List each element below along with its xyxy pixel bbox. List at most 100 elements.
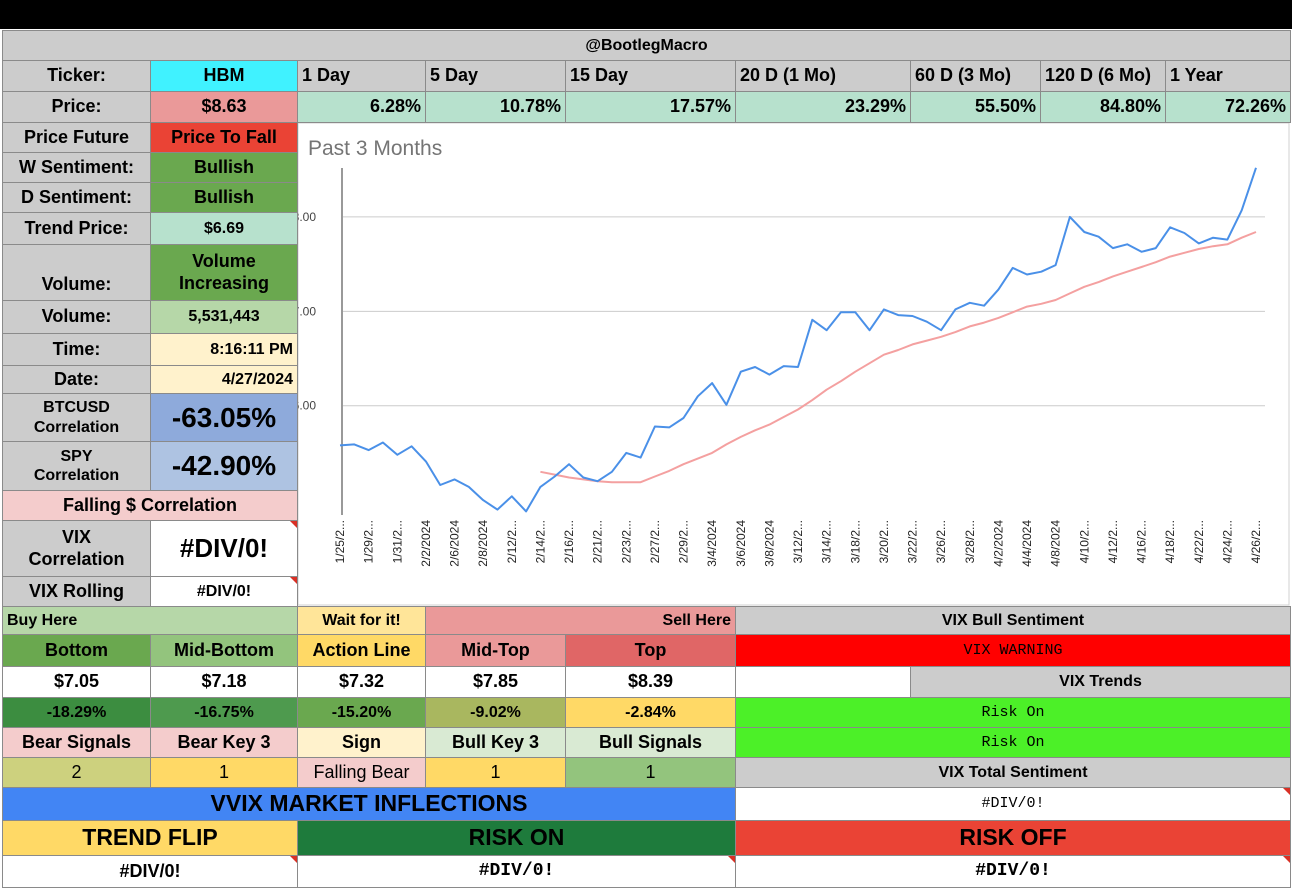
- label-cell: W Sentiment:: [2, 152, 151, 183]
- period-label: 20 D (1 Mo): [735, 60, 911, 92]
- x-tick-label: 2/16/2...: [562, 520, 576, 563]
- label-cell: D Sentiment:: [2, 182, 151, 213]
- x-tick-label: 4/22/2...: [1192, 520, 1206, 563]
- value-cell: Bullish: [150, 182, 298, 213]
- x-tick-label: 4/12/2...: [1106, 520, 1120, 563]
- period-label: 120 D (6 Mo): [1040, 60, 1166, 92]
- x-tick-label: 3/18/2...: [848, 520, 862, 563]
- value-cell: Bullish: [150, 152, 298, 183]
- x-tick-label: 4/18/2...: [1163, 520, 1177, 563]
- period-change: 84.80%: [1040, 91, 1166, 123]
- value-cell: Volume Increasing: [150, 244, 298, 301]
- x-tick-label: 3/4/2024: [705, 520, 719, 567]
- x-tick-label: 4/2/2024: [991, 520, 1005, 567]
- x-tick-label: 4/26/2...: [1249, 520, 1263, 563]
- value-cell: $8.63: [150, 91, 298, 123]
- vix-title: VIX Trends: [910, 666, 1291, 698]
- x-tick-label: 1/25/2...: [333, 520, 347, 563]
- inflections-title: VVIX MARKET INFLECTIONS: [2, 787, 736, 821]
- vix-title: VIX Total Sentiment: [735, 757, 1291, 788]
- level-name: Mid-Bottom: [150, 634, 298, 667]
- x-tick-label: 2/8/2024: [476, 520, 490, 567]
- vix-trend: Risk On: [735, 727, 1291, 758]
- label-cell: VIX Rolling: [2, 576, 151, 607]
- x-tick-label: 3/14/2...: [820, 520, 834, 563]
- x-tick-label: 3/26/2...: [934, 520, 948, 563]
- value-cell: -63.05%: [150, 393, 298, 442]
- x-tick-label: 2/29/2...: [677, 520, 691, 563]
- signal-value: 1: [565, 757, 736, 788]
- period-label: 1 Day: [297, 60, 426, 92]
- line-series: [339, 167, 1257, 513]
- period-change: 10.78%: [425, 91, 566, 123]
- zone-label: Buy Here: [2, 606, 298, 635]
- inflection-value: #DIV/0!: [735, 855, 1291, 888]
- level-change: -9.02%: [425, 697, 566, 728]
- x-tick-label: 1/31/2...: [390, 520, 404, 563]
- vix-warning: VIX WARNING: [735, 634, 1291, 667]
- level-price: $7.32: [297, 666, 426, 698]
- value-cell: 4/27/2024: [150, 365, 298, 394]
- value-cell: $6.69: [150, 212, 298, 245]
- label-cell: Falling $ Correlation: [2, 490, 298, 521]
- signal-value: 2: [2, 757, 151, 788]
- period-label: 1 Year: [1165, 60, 1291, 92]
- value-cell: #DIV/0!: [150, 520, 298, 577]
- signal-name: Bull Signals: [565, 727, 736, 758]
- inflection-header: TREND FLIP: [2, 820, 298, 856]
- x-tick-label: 3/12/2...: [791, 520, 805, 563]
- level-price: $7.05: [2, 666, 151, 698]
- signal-name: Sign: [297, 727, 426, 758]
- value-cell: 5,531,443: [150, 300, 298, 334]
- label-cell: Date:: [2, 365, 151, 394]
- inflection-value: #DIV/0!: [2, 855, 298, 888]
- x-tick-label: 3/20/2...: [877, 520, 891, 563]
- label-cell: VIX Correlation: [2, 520, 151, 577]
- x-tick-label: 1/29/2...: [362, 520, 376, 563]
- signal-value: 1: [150, 757, 298, 788]
- value-cell: 8:16:11 PM: [150, 333, 298, 366]
- period-change: 17.57%: [565, 91, 736, 123]
- level-price: $8.39: [565, 666, 736, 698]
- label-cell: Trend Price:: [2, 212, 151, 245]
- label-cell: Time:: [2, 333, 151, 366]
- value-cell: Price To Fall: [150, 122, 298, 153]
- zone-label: Wait for it!: [297, 606, 426, 635]
- x-tick-label: 2/12/2...: [505, 520, 519, 563]
- zone-label: Sell Here: [425, 606, 736, 635]
- chart-frame: [297, 122, 1290, 606]
- period-change: 55.50%: [910, 91, 1041, 123]
- vix-trend: Risk On: [735, 697, 1291, 728]
- empty-cell: [735, 666, 911, 698]
- x-tick-label: 3/28/2...: [963, 520, 977, 563]
- x-tick-label: 3/22/2...: [906, 520, 920, 563]
- x-tick-label: 2/14/2...: [533, 520, 547, 563]
- inflection-value: #DIV/0!: [297, 855, 736, 888]
- signal-name: Bear Signals: [2, 727, 151, 758]
- level-name: Top: [565, 634, 736, 667]
- vix-title: VIX Bull Sentiment: [735, 606, 1291, 635]
- level-name: Bottom: [2, 634, 151, 667]
- level-name: Mid-Top: [425, 634, 566, 667]
- x-tick-label: 2/27/2...: [648, 520, 662, 563]
- label-cell: Ticker:: [2, 60, 151, 92]
- level-name: Action Line: [297, 634, 426, 667]
- sheet-title: @BootlegMacro: [2, 30, 1291, 61]
- y-tick-label: $8.00: [297, 210, 316, 224]
- x-tick-label: 2/6/2024: [448, 520, 462, 567]
- period-label: 5 Day: [425, 60, 566, 92]
- ticker-cell: HBM: [150, 60, 298, 92]
- label-cell: SPY Correlation: [2, 441, 151, 491]
- chart: Past 3 Months $6.00 $7.00 $8.00 1/25/2... 1/…: [297, 122, 1290, 606]
- period-change: 6.28%: [297, 91, 426, 123]
- level-price: $7.85: [425, 666, 566, 698]
- level-change: -16.75%: [150, 697, 298, 728]
- signal-value: 1: [425, 757, 566, 788]
- top-bar: [0, 0, 1292, 29]
- inflection-header: RISK ON: [297, 820, 736, 856]
- x-tick-label: 3/6/2024: [734, 520, 748, 567]
- period-label: 15 Day: [565, 60, 736, 92]
- signal-name: Bull Key 3: [425, 727, 566, 758]
- label-cell: Volume:: [2, 244, 151, 301]
